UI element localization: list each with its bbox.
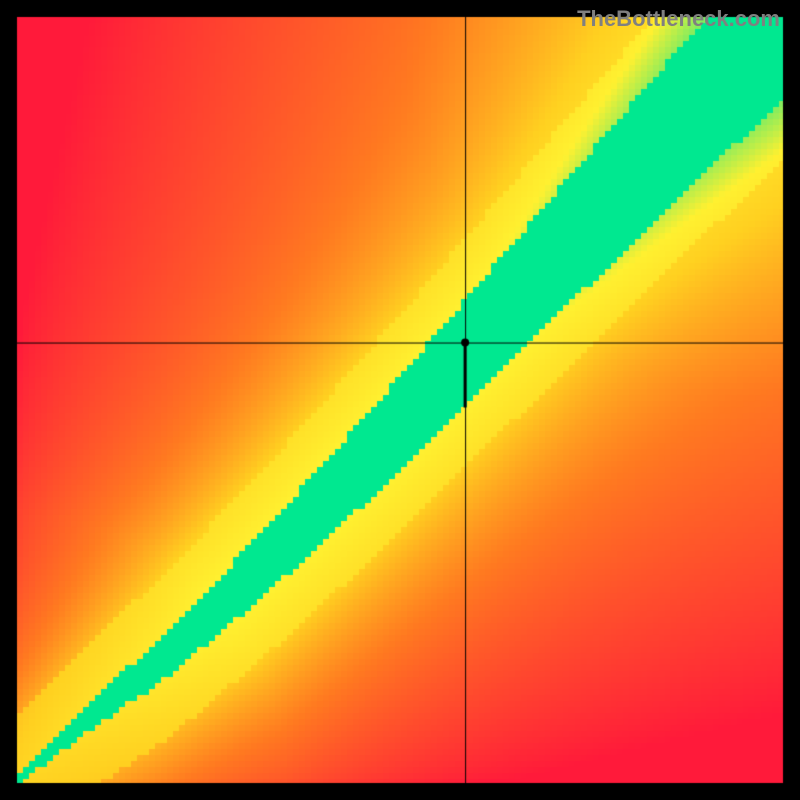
bottleneck-heatmap	[0, 0, 800, 800]
chart-container: TheBottleneck.com	[0, 0, 800, 800]
watermark-label: TheBottleneck.com	[577, 6, 780, 32]
